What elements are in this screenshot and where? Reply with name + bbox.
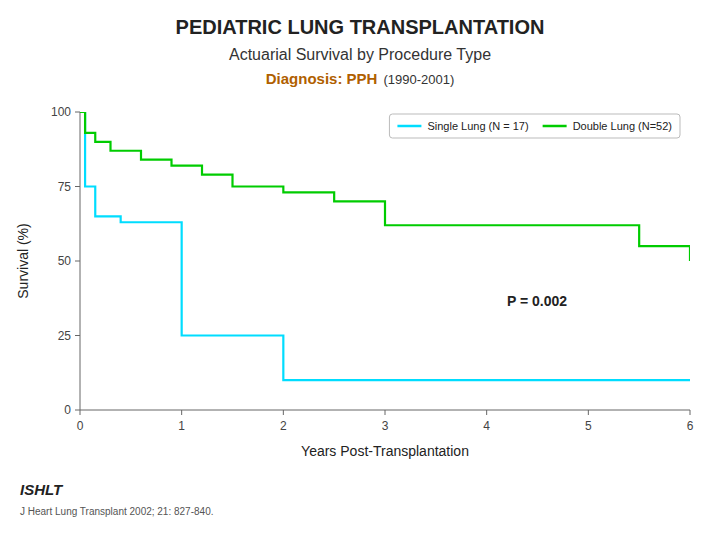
subtitle: Actuarial Survival by Procedure Type	[229, 46, 491, 63]
x-tick	[283, 410, 284, 415]
x-tick-label: 1	[178, 419, 185, 433]
footnote: J Heart Lung Transplant 2002; 21: 827-84…	[20, 506, 213, 517]
x-tick	[181, 410, 182, 415]
x-tick	[385, 410, 386, 415]
y-tick	[75, 410, 80, 411]
x-tick	[690, 410, 691, 415]
caption: Diagnosis: PPH (1990-2001)	[266, 70, 455, 87]
x-axis-label: Years Post-Transplantation	[301, 443, 469, 459]
legend: Single Lung (N = 17) Double Lung (N=52)	[397, 120, 672, 132]
legend-label: Double Lung (N=52)	[573, 120, 672, 132]
x-tick-label: 6	[687, 419, 694, 433]
x-tick-label: 5	[585, 419, 592, 433]
survival-step-line	[80, 112, 690, 380]
legend-swatch	[397, 125, 421, 128]
x-tick-label: 4	[483, 419, 490, 433]
y-tick	[75, 261, 80, 262]
y-tick-label: 50	[58, 254, 72, 268]
legend-box	[389, 114, 680, 138]
y-tick-label: 25	[58, 329, 72, 343]
y-tick-label: 75	[58, 180, 72, 194]
legend-swatch	[543, 125, 567, 128]
caption-diagnosis: Diagnosis: PPH	[266, 70, 378, 87]
y-axis-label: Survival (%)	[15, 223, 31, 298]
title: PEDIATRIC LUNG TRANSPLANTATION	[176, 16, 545, 38]
chart: PEDIATRIC LUNG TRANSPLANTATION Actuarial …	[0, 0, 720, 540]
survival-step-line	[80, 112, 690, 261]
credit: ISHLT	[20, 481, 64, 498]
p-value: P = 0.002	[507, 293, 567, 309]
x-tick-label: 2	[280, 419, 287, 433]
x-tick-label: 0	[77, 419, 84, 433]
y-tick	[75, 335, 80, 336]
y-tick	[75, 112, 80, 113]
legend-label: Single Lung (N = 17)	[427, 120, 528, 132]
plot-area	[80, 112, 690, 380]
y-tick	[75, 186, 80, 187]
y-tick-label: 0	[64, 403, 71, 417]
x-tick	[80, 410, 81, 415]
y-tick-label: 100	[51, 105, 71, 119]
x-tick-label: 3	[382, 419, 389, 433]
x-tick	[588, 410, 589, 415]
caption-period: (1990-2001)	[383, 72, 454, 87]
x-tick	[486, 410, 487, 415]
